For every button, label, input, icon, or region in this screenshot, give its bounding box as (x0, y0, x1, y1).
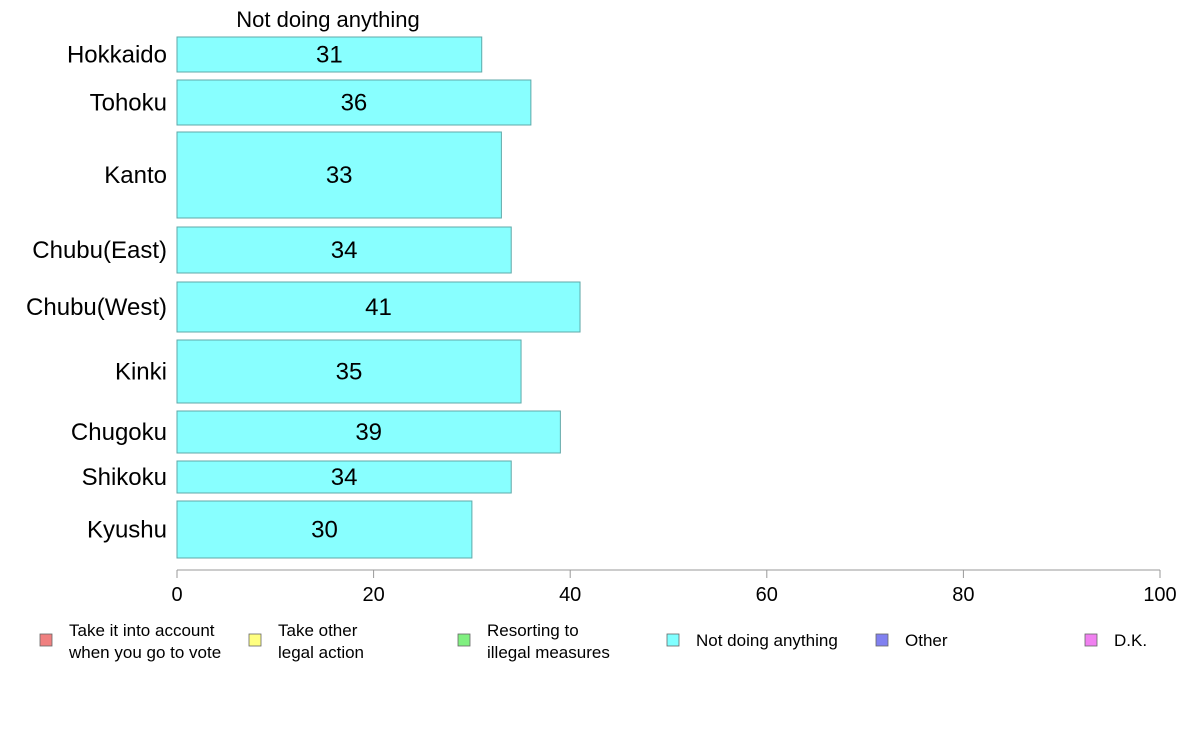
legend-label: when you go to vote (68, 643, 221, 662)
x-tick-label: 0 (171, 584, 182, 606)
legend-label: legal action (278, 643, 364, 662)
bar-value-label: 39 (355, 419, 382, 446)
legend-swatch (875, 633, 889, 647)
bar-kanto (176, 131, 502, 219)
legend-swatch (39, 633, 53, 647)
category-label: Shikoku (82, 464, 167, 491)
bar-chubu-west (176, 281, 581, 333)
category-label: Chubu(East) (32, 237, 167, 264)
legend-label: Not doing anything (696, 631, 838, 650)
x-axis: 0 20 40 60 80 100 (171, 569, 1177, 606)
legend-label: D.K. (1114, 631, 1147, 650)
legend-swatch (248, 633, 262, 647)
x-tick-label: 40 (559, 584, 581, 606)
legend-label: Resorting to (487, 621, 579, 640)
bar-value-label: 31 (316, 42, 343, 69)
category-label: Chugoku (71, 419, 167, 446)
category-label: Kyushu (87, 517, 167, 544)
chart-title: Not doing anything (236, 7, 419, 32)
legend: Take it into account when you go to vote T… (39, 621, 1147, 662)
bar-kyushu (176, 500, 473, 559)
bar-value-label: 34 (331, 237, 358, 264)
category-label: Tohoku (90, 90, 167, 117)
bar-value-label: 33 (326, 162, 353, 189)
category-label: Kanto (104, 162, 167, 189)
bar-kinki (176, 339, 522, 404)
legend-swatch (1084, 633, 1098, 647)
category-label: Kinki (115, 359, 167, 386)
bar-value-label: 36 (341, 90, 368, 117)
legend-label: Take it into account (69, 621, 215, 640)
legend-label: illegal measures (487, 643, 610, 662)
bar-shikoku (176, 460, 512, 494)
bar-hokkaido (176, 36, 483, 73)
bar-value-label: 34 (331, 464, 358, 491)
bar-value-label: 30 (311, 517, 338, 544)
x-tick-label: 20 (362, 584, 384, 606)
x-tick-label: 100 (1143, 584, 1176, 606)
x-tick-label: 60 (756, 584, 778, 606)
bar-value-label: 35 (336, 359, 363, 386)
bar-chugoku (176, 410, 561, 454)
bar-chubu-east (176, 226, 512, 274)
bar-tohoku (176, 79, 532, 126)
legend-swatch (666, 633, 680, 647)
legend-label: Take other (278, 621, 358, 640)
category-label: Chubu(West) (26, 294, 167, 321)
category-label: Hokkaido (67, 42, 167, 69)
legend-swatch (457, 633, 471, 647)
x-tick-label: 80 (952, 584, 974, 606)
bar-value-label: 41 (365, 294, 392, 321)
bars-group: Hokkaido 31 Tohoku 36 Kanto 33 Chubu(East) 34 Ch… (26, 36, 581, 559)
legend-label: Other (905, 631, 948, 650)
